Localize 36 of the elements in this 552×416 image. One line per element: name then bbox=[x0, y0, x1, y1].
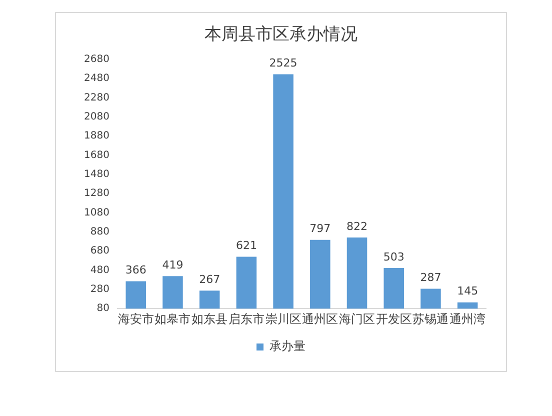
data-label: 145 bbox=[457, 284, 478, 298]
data-label: 419 bbox=[162, 258, 184, 272]
x-tick-label: 启东市 bbox=[228, 312, 264, 326]
y-tick-label: 1480 bbox=[84, 169, 110, 180]
y-tick-label: 1080 bbox=[84, 207, 110, 218]
x-tick-label: 苏锡通 bbox=[412, 312, 449, 326]
y-tick-label: 280 bbox=[90, 284, 110, 296]
y-tick-label: 680 bbox=[90, 246, 110, 257]
x-tick-label: 开发区 bbox=[376, 312, 412, 326]
y-tick-label: 80 bbox=[96, 303, 110, 314]
y-tick-label: 1280 bbox=[84, 188, 110, 200]
x-tick-label: 通州区 bbox=[302, 312, 338, 326]
y-tick-label: 1680 bbox=[84, 150, 110, 161]
x-tick-label: 如东县 bbox=[192, 312, 228, 326]
y-tick-label: 2280 bbox=[84, 92, 110, 104]
x-tick-label: 海门区 bbox=[339, 312, 376, 326]
x-tick-label: 通州湾 bbox=[450, 312, 486, 326]
data-label: 621 bbox=[236, 239, 257, 252]
y-tick-label: 2080 bbox=[84, 112, 110, 122]
y-tick-label: 1880 bbox=[84, 130, 110, 142]
x-tick-label: 如皋市 bbox=[154, 312, 191, 326]
data-label: 822 bbox=[346, 220, 368, 233]
data-label: 797 bbox=[310, 222, 331, 236]
y-tick-label: 880 bbox=[90, 226, 110, 238]
x-tick-label: 崇川区 bbox=[265, 312, 302, 326]
data-label: 503 bbox=[383, 250, 404, 264]
data-label: 267 bbox=[199, 273, 220, 286]
data-label: 366 bbox=[125, 264, 146, 277]
y-tick-label: 2680 bbox=[84, 54, 110, 65]
data-label: 287 bbox=[420, 271, 442, 284]
data-label: 2525 bbox=[269, 56, 298, 70]
x-tick-label: 海安市 bbox=[118, 312, 154, 326]
chart-title: 本周县市区承办情况 bbox=[204, 24, 358, 45]
y-tick-label: 2480 bbox=[84, 73, 110, 84]
legend-label: 承办量 bbox=[270, 339, 306, 354]
y-tick-label: 480 bbox=[90, 264, 110, 276]
